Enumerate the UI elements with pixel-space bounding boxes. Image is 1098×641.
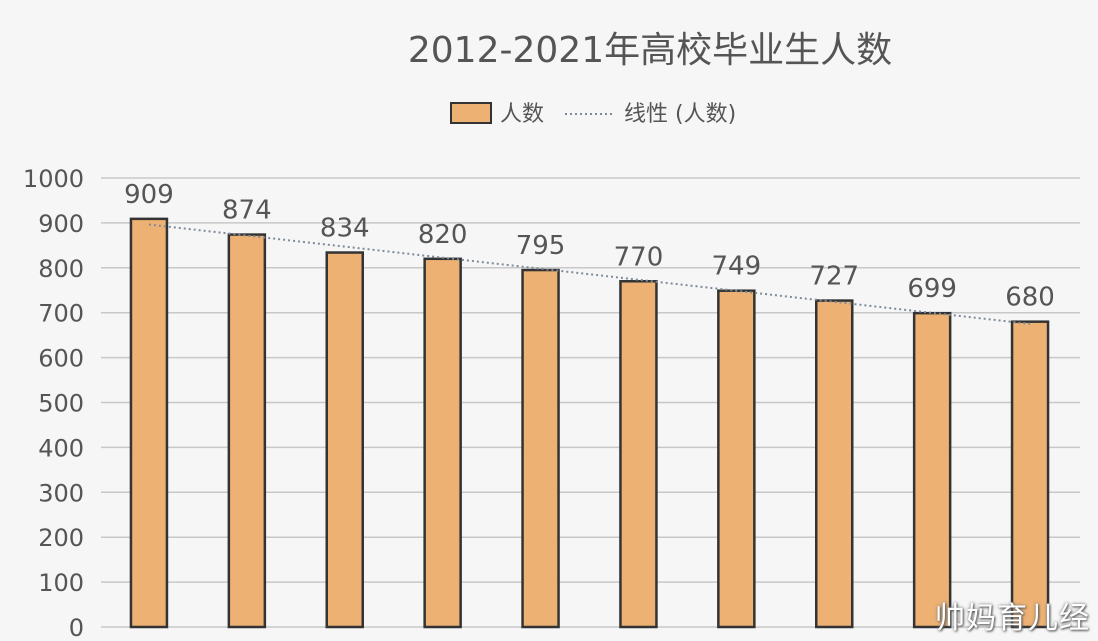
y-tick-label: 400: [38, 434, 84, 462]
y-tick-label: 800: [38, 255, 84, 283]
y-tick-label: 100: [38, 569, 84, 597]
y-tick-label: 200: [38, 524, 84, 552]
bar: [619, 280, 658, 629]
y-tick-label: 900: [38, 210, 84, 238]
y-tick-label: 0: [69, 614, 84, 641]
legend-label-bar: 人数: [500, 102, 544, 127]
bar: [423, 257, 462, 629]
data-label: 874: [222, 196, 272, 226]
legend-swatch-bar: [450, 102, 492, 124]
bar: [717, 289, 756, 629]
bar: [325, 251, 364, 629]
y-tick-label: 300: [38, 479, 84, 507]
data-label: 820: [418, 220, 468, 250]
data-label: 770: [614, 242, 664, 272]
legend-label-trend: 线性 (人数): [624, 102, 736, 127]
data-label: 727: [809, 262, 859, 292]
y-tick-label: 500: [38, 390, 84, 418]
data-label: 680: [1005, 283, 1055, 313]
bar: [227, 233, 267, 629]
bar: [1010, 320, 1050, 629]
data-label: 834: [320, 214, 370, 244]
bar: [521, 268, 560, 629]
data-label: 699: [907, 274, 957, 304]
y-tick-label: 600: [38, 345, 84, 373]
bar: [912, 311, 952, 629]
chart-title: 2012-2021年高校毕业生人数: [408, 30, 892, 71]
data-label: 909: [124, 180, 174, 210]
watermark: 帅妈育儿经: [935, 601, 1090, 636]
bar: [129, 217, 169, 629]
data-label: 795: [516, 231, 566, 261]
trendline: [148, 223, 1031, 325]
y-tick-label: 700: [38, 300, 84, 328]
data-label: 749: [712, 252, 762, 282]
y-tick-label: 1000: [23, 165, 84, 193]
bar: [815, 299, 854, 629]
